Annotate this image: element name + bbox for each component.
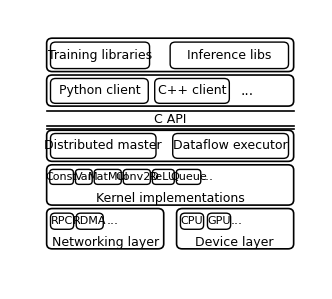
FancyBboxPatch shape bbox=[46, 38, 294, 71]
Text: RPC: RPC bbox=[51, 216, 73, 226]
FancyBboxPatch shape bbox=[94, 170, 121, 184]
Text: Const: Const bbox=[46, 172, 77, 182]
FancyBboxPatch shape bbox=[76, 213, 103, 229]
FancyBboxPatch shape bbox=[208, 213, 231, 229]
FancyBboxPatch shape bbox=[50, 213, 74, 229]
Text: Python client: Python client bbox=[58, 84, 140, 97]
FancyBboxPatch shape bbox=[123, 170, 150, 184]
Text: ...: ... bbox=[241, 84, 254, 98]
Text: GPU: GPU bbox=[207, 216, 231, 226]
Text: ReLU: ReLU bbox=[149, 172, 177, 182]
Text: ...: ... bbox=[106, 214, 118, 228]
Text: C++ client: C++ client bbox=[158, 84, 226, 97]
FancyBboxPatch shape bbox=[155, 78, 229, 103]
Text: Conv2D: Conv2D bbox=[115, 172, 159, 182]
Text: Distributed master: Distributed master bbox=[44, 139, 162, 152]
Text: Queue: Queue bbox=[170, 172, 207, 182]
Text: MatMul: MatMul bbox=[87, 172, 128, 182]
Text: Dataflow executor: Dataflow executor bbox=[173, 139, 288, 152]
FancyBboxPatch shape bbox=[50, 42, 150, 68]
Text: Device layer: Device layer bbox=[195, 236, 274, 249]
FancyBboxPatch shape bbox=[181, 213, 204, 229]
Text: RDMA: RDMA bbox=[73, 216, 107, 226]
FancyBboxPatch shape bbox=[176, 170, 201, 184]
Text: C API: C API bbox=[154, 113, 186, 126]
FancyBboxPatch shape bbox=[75, 170, 92, 184]
FancyBboxPatch shape bbox=[46, 209, 164, 249]
FancyBboxPatch shape bbox=[177, 209, 294, 249]
Text: Var: Var bbox=[75, 172, 93, 182]
Text: CPU: CPU bbox=[181, 216, 203, 226]
FancyBboxPatch shape bbox=[50, 133, 156, 158]
Text: ...: ... bbox=[202, 170, 213, 183]
Text: Training libraries: Training libraries bbox=[48, 49, 152, 62]
FancyBboxPatch shape bbox=[50, 78, 148, 103]
FancyBboxPatch shape bbox=[50, 170, 73, 184]
FancyBboxPatch shape bbox=[152, 170, 174, 184]
FancyBboxPatch shape bbox=[46, 75, 294, 106]
FancyBboxPatch shape bbox=[46, 130, 294, 161]
FancyBboxPatch shape bbox=[46, 165, 294, 205]
Text: Inference libs: Inference libs bbox=[187, 49, 272, 62]
Text: ...: ... bbox=[231, 214, 243, 228]
Text: Networking layer: Networking layer bbox=[52, 236, 159, 249]
FancyBboxPatch shape bbox=[173, 133, 289, 158]
FancyBboxPatch shape bbox=[170, 42, 289, 68]
Text: Kernel implementations: Kernel implementations bbox=[96, 192, 245, 205]
